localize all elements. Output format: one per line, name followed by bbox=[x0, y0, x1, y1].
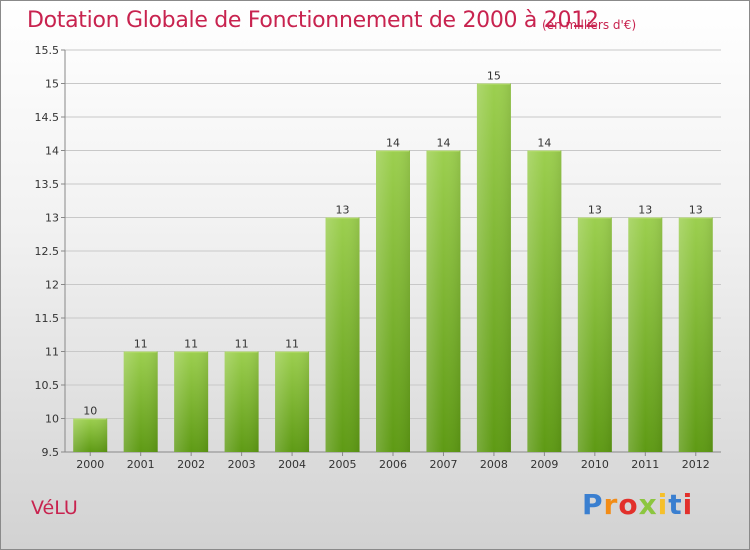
data-label: 15 bbox=[487, 70, 501, 83]
data-label: 10 bbox=[83, 405, 97, 418]
y-tick-label: 11.5 bbox=[35, 312, 60, 325]
data-label: 14 bbox=[537, 137, 551, 150]
bar-shade bbox=[628, 217, 663, 452]
bar-shade bbox=[275, 351, 310, 452]
data-label: 11 bbox=[285, 338, 299, 351]
commune-name: VéLU bbox=[31, 497, 78, 519]
data-label: 11 bbox=[235, 338, 249, 351]
data-label: 13 bbox=[588, 204, 602, 217]
y-tick-label: 9.5 bbox=[42, 446, 60, 459]
data-label: 14 bbox=[436, 137, 450, 150]
data-label: 11 bbox=[134, 338, 148, 351]
bar-shade bbox=[73, 418, 108, 452]
proxiti-logo: Proxiti bbox=[582, 488, 694, 521]
bar-shade bbox=[224, 351, 259, 452]
bars bbox=[73, 83, 713, 452]
bar-shade bbox=[376, 150, 410, 452]
tick-labels: 9.5 10 10.5 11 11.5 12 12.5 13 13.5 14 14.5 15 15.5 2… bbox=[35, 44, 710, 471]
y-tick-label: 15.5 bbox=[35, 44, 60, 57]
x-tick-label: 2004 bbox=[278, 458, 306, 471]
bar-shade bbox=[476, 83, 511, 452]
y-tick-label: 13.5 bbox=[35, 178, 60, 191]
data-label: 14 bbox=[386, 137, 400, 150]
data-label: 13 bbox=[689, 204, 703, 217]
y-tick-label: 10.5 bbox=[35, 379, 60, 392]
data-label: 13 bbox=[638, 204, 652, 217]
y-tick-label: 14 bbox=[45, 145, 59, 158]
y-tick-label: 12 bbox=[45, 279, 59, 292]
bar-shade bbox=[527, 150, 562, 452]
bar-shade bbox=[174, 351, 209, 452]
x-tick-label: 2008 bbox=[480, 458, 508, 471]
data-label: 13 bbox=[336, 204, 350, 217]
data-labels: 10 11 11 11 11 13 14 14 15 14 13 13 13 bbox=[83, 70, 703, 418]
x-tick-label: 2007 bbox=[429, 458, 457, 471]
x-tick-label: 2009 bbox=[530, 458, 558, 471]
x-tick-label: 2010 bbox=[581, 458, 609, 471]
bar-shade bbox=[577, 217, 612, 452]
x-tick-label: 2000 bbox=[76, 458, 104, 471]
y-tick-label: 14.5 bbox=[35, 111, 60, 124]
x-tick-label: 2005 bbox=[329, 458, 357, 471]
x-tick-label: 2001 bbox=[127, 458, 155, 471]
y-tick-label: 12.5 bbox=[35, 245, 60, 258]
bar-shade bbox=[123, 351, 158, 452]
data-label: 11 bbox=[184, 338, 198, 351]
x-tick-label: 2003 bbox=[228, 458, 256, 471]
bar-shade bbox=[426, 150, 461, 452]
x-tick-label: 2012 bbox=[682, 458, 710, 471]
y-tick-label: 13 bbox=[45, 212, 59, 225]
x-tick-label: 2011 bbox=[631, 458, 659, 471]
bar-shade bbox=[325, 217, 360, 452]
y-tick-label: 11 bbox=[45, 346, 59, 359]
chart-title: Dotation Globale de Fonctionnement de 20… bbox=[27, 8, 599, 33]
bar-shade bbox=[678, 217, 713, 452]
y-tick-label: 10 bbox=[45, 413, 59, 426]
y-tick-label: 15 bbox=[45, 78, 59, 91]
x-tick-label: 2002 bbox=[177, 458, 205, 471]
chart-subtitle: (en milliers d'€) bbox=[542, 18, 637, 32]
x-tick-label: 2006 bbox=[379, 458, 407, 471]
